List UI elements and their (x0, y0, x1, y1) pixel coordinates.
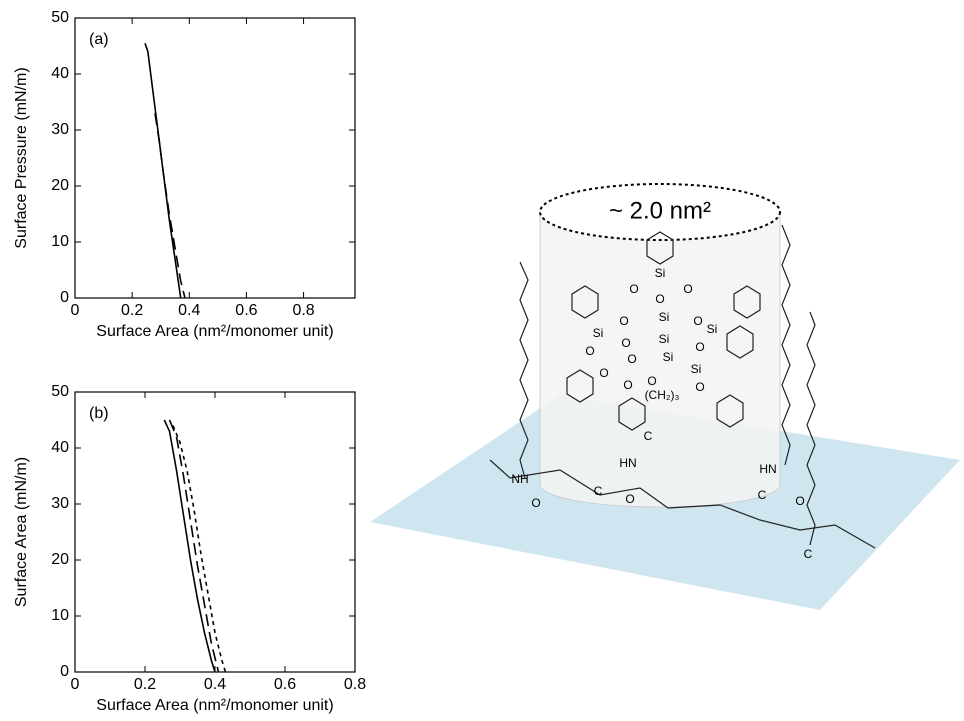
atom-label: HN (619, 456, 636, 470)
atom-label: (CH₂)₃ (645, 388, 680, 402)
alkyl-chain (519, 261, 529, 479)
x-axis-label: Surface Area (nm²/monomer unit) (96, 697, 333, 714)
alkyl-chain (806, 311, 816, 546)
cylinder (539, 211, 781, 508)
y-tick-label: 40 (51, 65, 69, 82)
x-tick-label: 0 (71, 302, 80, 319)
atom-label: O (693, 314, 702, 328)
y-tick-label: 30 (51, 495, 69, 512)
area-label: ~ 2.0 nm² (609, 197, 711, 224)
atom-label: O (795, 494, 804, 508)
atom-label: Si (691, 362, 702, 376)
y-tick-label: 10 (51, 233, 69, 250)
atom-label: O (625, 492, 634, 506)
alkyl-chain (781, 224, 791, 466)
x-tick-label: 0.8 (344, 676, 366, 693)
x-tick-label: 0.2 (134, 676, 156, 693)
atom-label: HN (759, 462, 776, 476)
y-tick-label: 30 (51, 121, 69, 138)
atom-label: O (531, 496, 540, 510)
atom-label: O (655, 292, 664, 306)
atom-label: NH (511, 472, 528, 486)
data-line (168, 419, 220, 673)
atom-label: Si (707, 322, 718, 336)
x-axis-label: Surface Area (nm²/monomer unit) (96, 323, 333, 340)
atom-label: C (644, 429, 653, 443)
y-tick-label: 0 (60, 289, 69, 306)
plot-frame (74, 17, 356, 299)
atom-label: O (683, 282, 692, 296)
y-tick-label: 10 (51, 607, 69, 624)
atom-label: O (629, 282, 638, 296)
phenyl-rings (566, 231, 761, 431)
cylinder-top (539, 183, 781, 241)
atom-label: Si (663, 350, 674, 364)
atom-label: O (623, 378, 632, 392)
x-tick-label: 0.2 (121, 302, 143, 319)
y-axis-label: Surface Area (mN/m) (13, 457, 30, 607)
atom-label: O (695, 340, 704, 354)
x-tick-label: 0 (71, 676, 80, 693)
data-line (154, 113, 186, 299)
atom-label: Si (593, 326, 604, 340)
atom-label: C (804, 547, 813, 561)
atom-label: Si (659, 310, 670, 324)
x-tick-label: 0.4 (204, 676, 226, 693)
atom-label: O (647, 374, 656, 388)
atom-label: Si (659, 332, 670, 346)
atom-label: C (758, 488, 767, 502)
x-tick-label: 0.4 (178, 302, 200, 319)
x-tick-label: 0.6 (274, 676, 296, 693)
atom-label: O (621, 336, 630, 350)
y-tick-label: 0 (60, 663, 69, 680)
data-line (172, 425, 227, 673)
atom-label: Si (655, 266, 666, 280)
x-tick-label: 0.6 (235, 302, 257, 319)
y-tick-label: 50 (51, 9, 69, 26)
panel-label: (b) (89, 405, 109, 422)
y-tick-label: 50 (51, 383, 69, 400)
y-axis-label: Surface Pressure (mN/m) (13, 67, 30, 248)
atom-label: C (594, 484, 603, 498)
data-line (163, 419, 216, 673)
x-tick-label: 0.8 (292, 302, 314, 319)
atom-label: O (599, 366, 608, 380)
backbone (489, 459, 876, 549)
atom-label: O (585, 344, 594, 358)
atom-label: O (627, 352, 636, 366)
atom-label: O (695, 380, 704, 394)
charts: 0 10 20 30 40 50 0 0.2 0.4 0.6 0.8 Surface Area (nm… (13, 9, 366, 714)
y-tick-label: 20 (51, 551, 69, 568)
panel-label: (a) (89, 31, 109, 48)
atom-label: O (619, 314, 628, 328)
y-tick-label: 40 (51, 439, 69, 456)
y-tick-label: 20 (51, 177, 69, 194)
